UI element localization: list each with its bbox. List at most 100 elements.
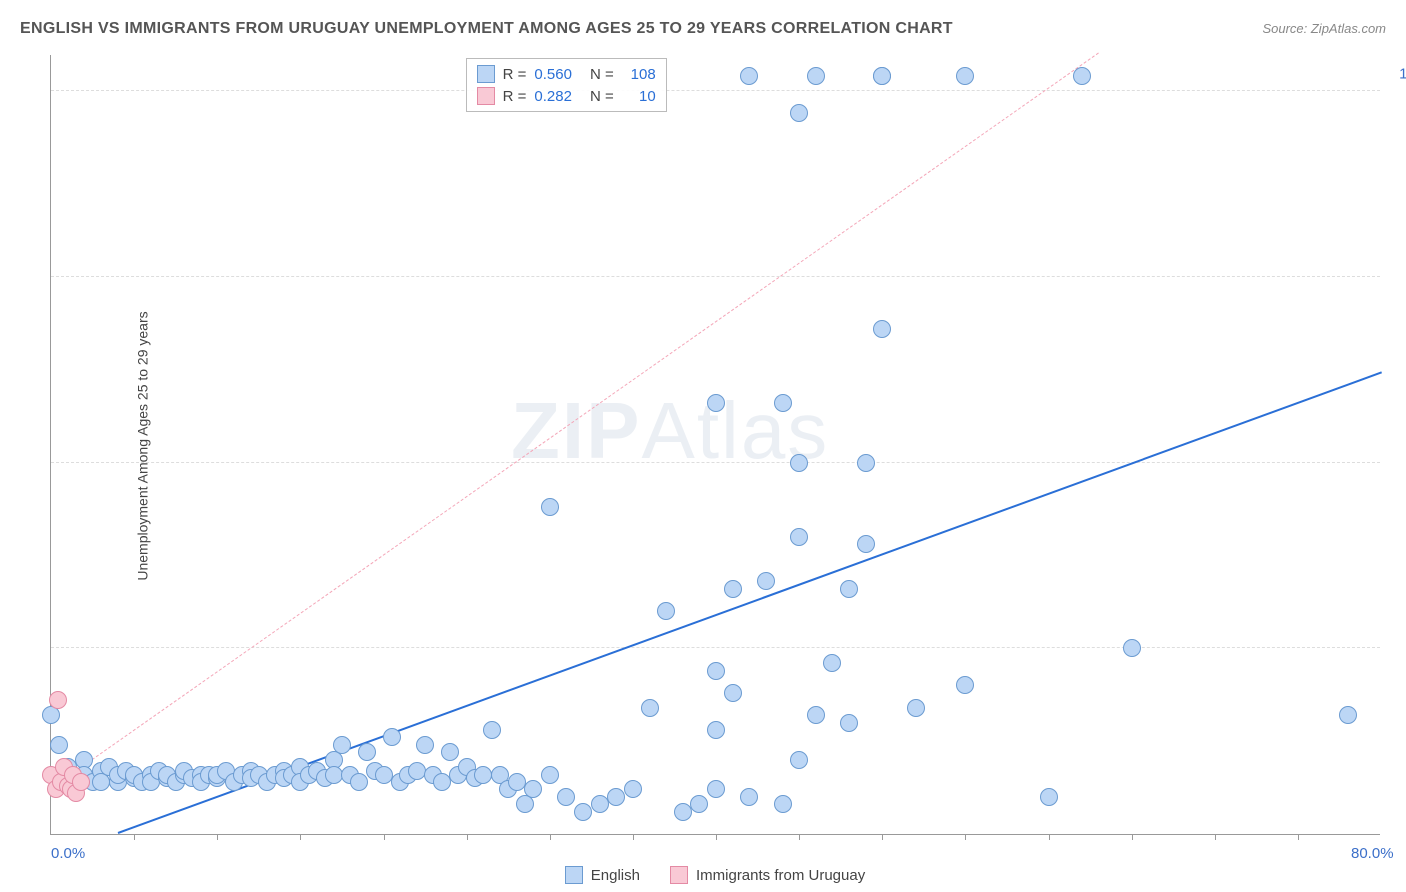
data-point bbox=[375, 766, 393, 784]
y-tick-label: 25.0% bbox=[1390, 623, 1406, 640]
data-point bbox=[690, 795, 708, 813]
data-point bbox=[790, 751, 808, 769]
x-tick bbox=[300, 834, 301, 840]
data-point bbox=[433, 773, 451, 791]
data-point bbox=[607, 788, 625, 806]
data-point bbox=[707, 394, 725, 412]
data-point bbox=[50, 736, 68, 754]
x-tick bbox=[799, 834, 800, 840]
data-point bbox=[840, 714, 858, 732]
data-point bbox=[416, 736, 434, 754]
data-point bbox=[508, 773, 526, 791]
data-point bbox=[790, 454, 808, 472]
legend-label: Immigrants from Uruguay bbox=[696, 867, 865, 884]
legend-row: R =0.282N =10 bbox=[477, 85, 656, 107]
data-point bbox=[333, 736, 351, 754]
x-tick bbox=[1049, 834, 1050, 840]
plot-area: ZIPAtlas 25.0%50.0%75.0%100.0%0.0%80.0% bbox=[50, 55, 1380, 835]
legend-item: English bbox=[565, 866, 640, 884]
data-point bbox=[840, 580, 858, 598]
data-point bbox=[790, 104, 808, 122]
x-tick bbox=[1132, 834, 1133, 840]
data-point bbox=[774, 795, 792, 813]
data-point bbox=[557, 788, 575, 806]
data-point bbox=[907, 699, 925, 717]
x-tick bbox=[882, 834, 883, 840]
data-point bbox=[1040, 788, 1058, 806]
data-point bbox=[724, 580, 742, 598]
data-point bbox=[441, 743, 459, 761]
data-point bbox=[1123, 639, 1141, 657]
data-point bbox=[857, 535, 875, 553]
data-point bbox=[873, 67, 891, 85]
x-tick bbox=[965, 834, 966, 840]
legend-bottom: English Immigrants from Uruguay bbox=[50, 866, 1380, 884]
data-point bbox=[524, 780, 542, 798]
data-point bbox=[350, 773, 368, 791]
data-point bbox=[740, 67, 758, 85]
x-tick bbox=[716, 834, 717, 840]
x-tick bbox=[467, 834, 468, 840]
data-point bbox=[724, 684, 742, 702]
data-point bbox=[1073, 67, 1091, 85]
gridline bbox=[51, 462, 1380, 463]
data-point bbox=[408, 762, 426, 780]
x-tick bbox=[384, 834, 385, 840]
data-point bbox=[474, 766, 492, 784]
x-tick-label: 80.0% bbox=[1351, 845, 1394, 862]
legend-swatch bbox=[670, 866, 688, 884]
y-tick-label: 75.0% bbox=[1390, 251, 1406, 268]
data-point bbox=[757, 572, 775, 590]
data-point bbox=[325, 766, 343, 784]
data-point bbox=[657, 602, 675, 620]
data-point bbox=[358, 743, 376, 761]
legend-swatch bbox=[477, 87, 495, 105]
source-label: Source: ZipAtlas.com bbox=[1262, 21, 1386, 36]
data-point bbox=[707, 662, 725, 680]
legend-stats: R =0.560N =108R =0.282N =10 bbox=[466, 58, 667, 112]
x-tick bbox=[217, 834, 218, 840]
x-tick bbox=[134, 834, 135, 840]
data-point bbox=[707, 721, 725, 739]
data-point bbox=[707, 780, 725, 798]
title-bar: ENGLISH VS IMMIGRANTS FROM URUGUAY UNEMP… bbox=[20, 20, 1386, 38]
data-point bbox=[740, 788, 758, 806]
data-point bbox=[857, 454, 875, 472]
data-point bbox=[807, 706, 825, 724]
chart-title: ENGLISH VS IMMIGRANTS FROM URUGUAY UNEMP… bbox=[20, 20, 953, 38]
gridline bbox=[51, 90, 1380, 91]
legend-label: English bbox=[591, 867, 640, 884]
x-tick bbox=[633, 834, 634, 840]
gridline bbox=[51, 276, 1380, 277]
legend-swatch bbox=[477, 65, 495, 83]
data-point bbox=[591, 795, 609, 813]
data-point bbox=[774, 394, 792, 412]
y-tick-label: 100.0% bbox=[1390, 66, 1406, 83]
data-point bbox=[541, 766, 559, 784]
data-point bbox=[49, 691, 67, 709]
data-point bbox=[956, 67, 974, 85]
legend-swatch bbox=[565, 866, 583, 884]
x-tick bbox=[550, 834, 551, 840]
data-point bbox=[823, 654, 841, 672]
data-point bbox=[641, 699, 659, 717]
trend-line bbox=[51, 53, 1099, 789]
data-point bbox=[674, 803, 692, 821]
x-tick-label: 0.0% bbox=[51, 845, 85, 862]
data-point bbox=[72, 773, 90, 791]
data-point bbox=[383, 728, 401, 746]
data-point bbox=[807, 67, 825, 85]
data-point bbox=[483, 721, 501, 739]
data-point bbox=[1339, 706, 1357, 724]
data-point bbox=[956, 676, 974, 694]
legend-item: Immigrants from Uruguay bbox=[670, 866, 865, 884]
data-point bbox=[873, 320, 891, 338]
data-point bbox=[541, 498, 559, 516]
x-tick bbox=[1298, 834, 1299, 840]
x-tick bbox=[1215, 834, 1216, 840]
data-point bbox=[790, 528, 808, 546]
data-point bbox=[624, 780, 642, 798]
data-point bbox=[574, 803, 592, 821]
legend-row: R =0.560N =108 bbox=[477, 63, 656, 85]
y-tick-label: 50.0% bbox=[1390, 437, 1406, 454]
